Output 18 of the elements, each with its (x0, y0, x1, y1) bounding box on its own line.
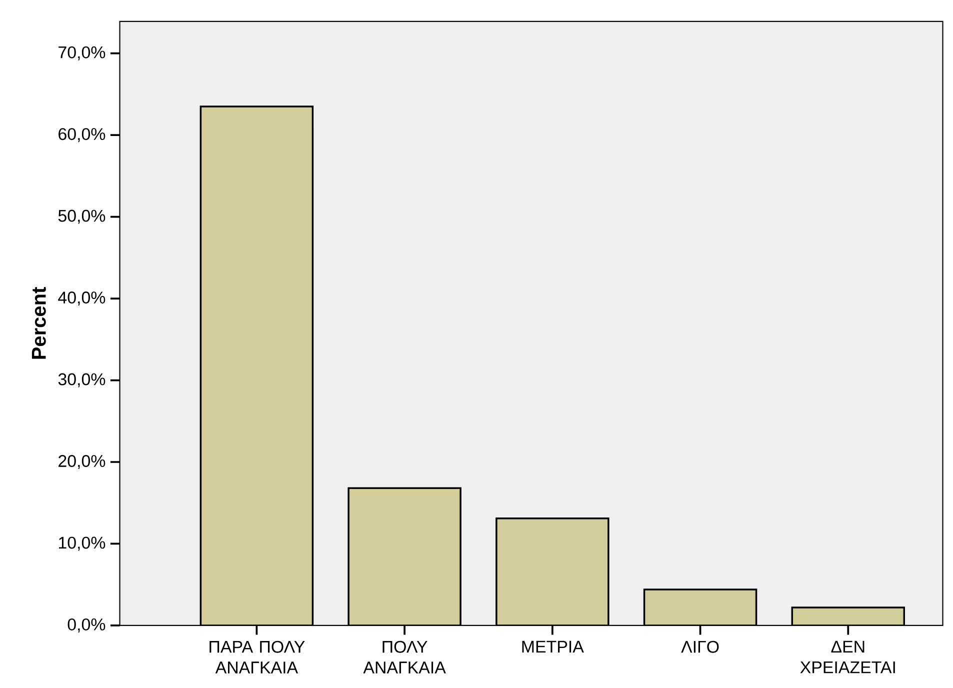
bar (496, 518, 608, 626)
y-tick-label: 50,0% (58, 210, 106, 224)
x-tick-label: ΔΕΝ ΧΡΕΙΑΖΕΤΑΙ (800, 640, 895, 674)
bar (200, 106, 313, 626)
y-tick-label: 60,0% (58, 128, 106, 142)
y-axis-title: Percent (32, 287, 46, 359)
y-tick-label: 10,0% (59, 536, 106, 551)
bar (348, 488, 461, 626)
x-tick-label: ΠΑΡΑ ΠΟΛΥ ΑΝΑΓΚΑΙΑ (210, 640, 305, 674)
y-tick-label: 40,0% (58, 292, 106, 306)
x-tick-label: ΠΟΛΥ ΑΝΑΓΚΑΙΑ (363, 640, 446, 674)
bar (644, 590, 756, 626)
x-tick-label: ΜΕΤΡΙΑ (522, 640, 584, 652)
y-tick-label: 20,0% (58, 454, 106, 469)
y-tick-label: 0,0% (68, 618, 106, 632)
x-tick-label: ΛΙΓΟ (681, 640, 719, 653)
y-tick-label: 70,0% (58, 46, 106, 60)
y-tick-label: 30,0% (58, 373, 106, 388)
